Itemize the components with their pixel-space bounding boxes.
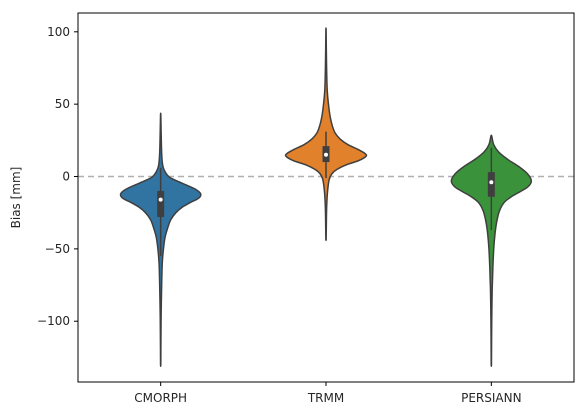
- violin-iqr-box: [157, 190, 165, 218]
- x-tick-label: CMORPH: [134, 391, 187, 405]
- violin-median-point: [324, 152, 328, 157]
- x-tick-label: TRMM: [307, 391, 344, 405]
- violin-trmm: [284, 27, 368, 241]
- violin-body: [450, 134, 533, 367]
- y-ticks-layer: 100 50 0 −50 −100: [37, 25, 78, 328]
- y-tick-label: 100: [47, 25, 70, 39]
- y-axis-label: Bias [mm]: [9, 167, 23, 229]
- violin-cmorph: [119, 112, 202, 367]
- violins-layer: [119, 27, 533, 367]
- x-tick-label: PERSIANN: [461, 391, 521, 405]
- violin-median-point: [158, 197, 163, 202]
- violin-median-point: [489, 180, 494, 185]
- violin-iqr-box: [487, 172, 495, 197]
- y-tick-label: −50: [45, 242, 70, 256]
- y-tick-label: 0: [62, 170, 70, 184]
- x-ticks-layer: CMORPH TRMM PERSIANN: [134, 382, 522, 405]
- y-tick-label: −100: [37, 314, 70, 328]
- y-tick-label: 50: [55, 97, 70, 111]
- violin-persiann: [450, 134, 533, 367]
